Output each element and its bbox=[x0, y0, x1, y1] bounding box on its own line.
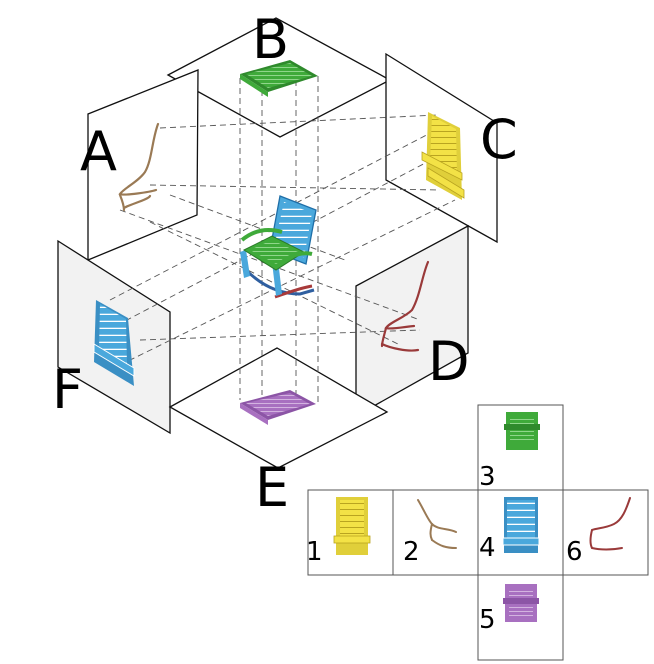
net-label-6: 6 bbox=[566, 537, 583, 567]
net-blue-chair bbox=[502, 497, 540, 553]
central-chair-model bbox=[240, 195, 317, 299]
net-label-4: 4 bbox=[479, 533, 496, 563]
right-side-view-chair bbox=[380, 260, 430, 352]
label-F: F bbox=[52, 358, 83, 421]
net-purple-chair bbox=[503, 584, 539, 622]
projection-lines bbox=[107, 70, 456, 405]
label-E: E bbox=[255, 456, 289, 519]
top-view-chair bbox=[240, 60, 318, 97]
net-cell-6 bbox=[562, 489, 649, 576]
net-label-3: 3 bbox=[479, 462, 496, 492]
net-green-chair bbox=[504, 412, 540, 450]
left-side-view-chair bbox=[118, 122, 160, 212]
plane-right-lower bbox=[355, 224, 469, 418]
net-yellow-chair bbox=[333, 497, 371, 555]
label-A: A bbox=[80, 120, 117, 183]
net-brown-chair bbox=[417, 499, 457, 549]
front-view-chair-yellow bbox=[421, 112, 465, 200]
label-C: C bbox=[480, 108, 518, 171]
back-view-chair-blue bbox=[93, 300, 135, 386]
label-B: B bbox=[252, 8, 289, 71]
bottom-view-chair bbox=[240, 390, 316, 425]
net-label-2: 2 bbox=[403, 537, 420, 567]
net-label-5: 5 bbox=[479, 605, 496, 635]
plane-left-upper bbox=[87, 69, 199, 261]
net-red-chair bbox=[589, 497, 631, 551]
unfolded-net bbox=[307, 404, 649, 661]
net-label-1: 1 bbox=[306, 537, 323, 567]
label-D: D bbox=[428, 330, 470, 393]
